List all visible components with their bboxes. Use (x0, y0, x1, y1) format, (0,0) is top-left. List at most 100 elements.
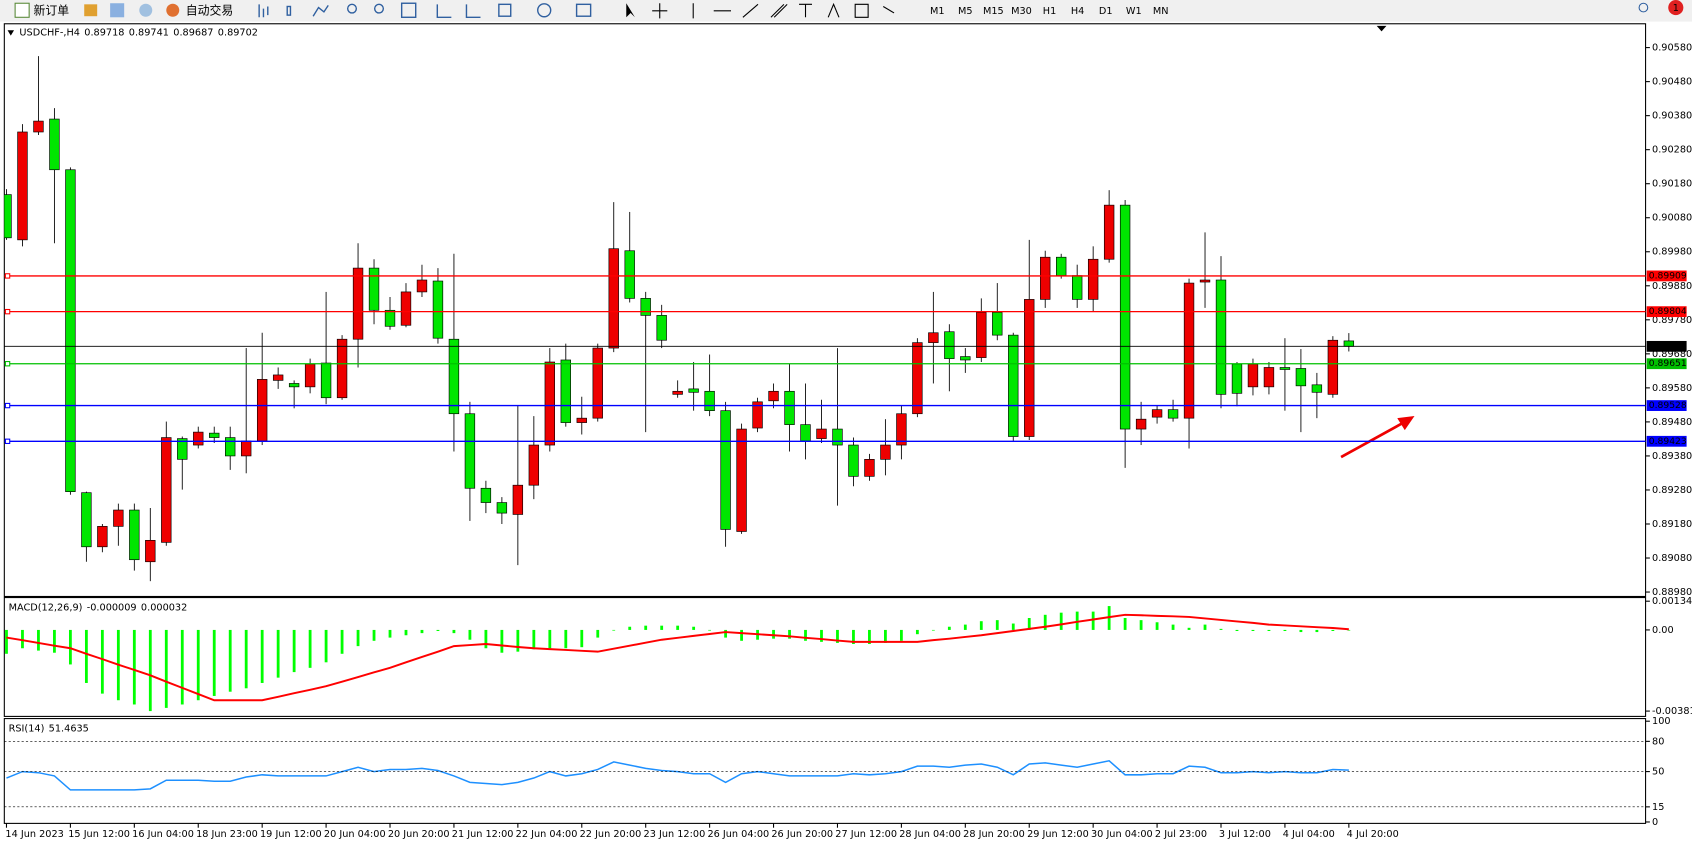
macd-bar (484, 629, 488, 649)
y-tick-label: 100 (1652, 716, 1671, 727)
crosshair-icon[interactable] (652, 3, 668, 19)
x-tick-label: 28 Jun 04:00 (899, 829, 961, 840)
candle-body (432, 280, 444, 339)
new-order-button[interactable]: 新订单 (33, 3, 69, 17)
x-tick-label: 20 Jun 04:00 (324, 829, 386, 840)
x-tick-label: 27 Jun 12:00 (835, 829, 897, 840)
macd-bar (1235, 629, 1239, 631)
candle-body (1215, 279, 1227, 395)
tile-icon[interactable] (400, 2, 417, 18)
chart-header: USDCHF-,H4 0.89718 0.89741 0.89687 0.89702 (19, 27, 258, 38)
macd-bar (1267, 629, 1271, 631)
macd-bar (372, 629, 376, 641)
macd-bar (692, 626, 696, 630)
shift-icon[interactable] (465, 4, 481, 18)
macd-header: MACD(12,26,9) -0.000009 0.000032 (9, 602, 188, 613)
candle-body (688, 388, 699, 393)
icon[interactable] (139, 3, 153, 17)
macd-bar (404, 629, 408, 636)
timeframe-button: W1 (1126, 6, 1142, 17)
macd-bar (228, 629, 232, 692)
macd-bar (1139, 620, 1143, 630)
macd-bar (1171, 624, 1175, 630)
candle-body (1343, 340, 1355, 347)
candle-body (1024, 299, 1035, 437)
timeframe-button: M15 (983, 6, 1004, 17)
macd-bar (260, 629, 264, 683)
line-icon[interactable] (312, 5, 329, 17)
candle-body (896, 413, 907, 446)
macd-bar (660, 625, 664, 630)
zoom-out-icon[interactable] (373, 3, 385, 14)
icon[interactable] (110, 3, 125, 18)
y-tick-label: 0.89480 (1652, 417, 1692, 428)
macd-bar (292, 629, 296, 673)
x-tick-label: 18 Jun 23:00 (196, 829, 258, 840)
candle-body (912, 342, 923, 415)
templates-icon[interactable] (575, 3, 592, 17)
macd-bar (708, 629, 712, 631)
candle-body (145, 539, 156, 563)
y-tick-label: 0.89780 (1652, 315, 1692, 326)
candle-body (193, 431, 204, 446)
y-tick-label: 0.89980 (1652, 247, 1692, 258)
header-value: 0.89718 (84, 27, 124, 38)
candle-body (416, 279, 428, 293)
candle-body (400, 291, 412, 326)
notification-count[interactable]: 1 (1673, 3, 1679, 14)
candle-body (640, 298, 651, 316)
candle-body (720, 410, 731, 530)
pane-content (6, 759, 1349, 791)
timeframe-button: H4 (1071, 6, 1084, 17)
y-tick-label: -0.00381 (1652, 706, 1692, 717)
x-tick-label: 14 Jun 2023 (5, 829, 63, 840)
draw-tools[interactable] (770, 2, 895, 18)
auto-trading-button[interactable]: 自动交易 (186, 3, 233, 17)
price-label: 0.89423 (1649, 436, 1687, 447)
line-tools[interactable] (692, 3, 759, 19)
line-anchor (4, 361, 11, 367)
macd-bar (836, 629, 839, 643)
macd-bar (132, 629, 136, 705)
candle-body (448, 338, 460, 415)
candle-body (161, 437, 172, 543)
timeframe-button: H1 (1043, 6, 1056, 17)
timeframe-button: M5 (958, 6, 973, 17)
price-label-bg (1646, 400, 1687, 411)
bar-chart-icon[interactable] (258, 4, 269, 18)
header-value: RSI(14) (9, 723, 45, 734)
scroll-icon[interactable] (436, 4, 452, 18)
x-tick-label: 30 Jun 04:00 (1091, 829, 1153, 840)
notification-badge[interactable] (1668, 0, 1684, 16)
macd-bar (53, 629, 56, 653)
cursor-icon[interactable] (626, 3, 635, 18)
signal-line (6, 613, 1349, 702)
header-value: USDCHF-,H4 (19, 27, 80, 38)
periods-icon[interactable] (537, 3, 552, 18)
candle-body (592, 347, 603, 419)
candle-body (65, 169, 76, 492)
candle-body (1087, 258, 1099, 300)
macd-bar (452, 629, 456, 634)
icon[interactable] (84, 4, 98, 17)
y-tick-label: 0.89180 (1652, 519, 1692, 530)
x-tick-label: 26 Jun 04:00 (707, 829, 769, 840)
candle-body (241, 440, 252, 457)
x-tick-label: 16 Jun 04:00 (132, 829, 194, 840)
line-anchor (4, 273, 11, 279)
macd-bar (1027, 618, 1031, 630)
candle-body (129, 509, 140, 561)
search-icon[interactable] (1638, 2, 1649, 13)
macd-bar (1299, 629, 1303, 633)
macd-bar (1219, 628, 1223, 630)
candle-icon[interactable] (286, 5, 292, 16)
macd-bar (388, 629, 392, 638)
zoom-in-icon[interactable] (346, 3, 358, 14)
macd-bar (788, 629, 791, 639)
macd-bar (21, 629, 24, 649)
indicators-icon[interactable] (498, 3, 512, 17)
price-label: 0.89528 (1649, 400, 1687, 411)
candle-body (177, 438, 188, 460)
main-pane (3, 23, 1647, 598)
